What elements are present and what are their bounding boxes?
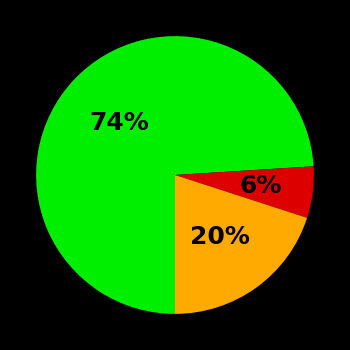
- Text: 20%: 20%: [190, 225, 250, 249]
- Text: 74%: 74%: [90, 111, 149, 135]
- Wedge shape: [175, 175, 307, 314]
- Wedge shape: [175, 166, 314, 218]
- Wedge shape: [36, 36, 314, 314]
- Text: 6%: 6%: [239, 174, 282, 198]
